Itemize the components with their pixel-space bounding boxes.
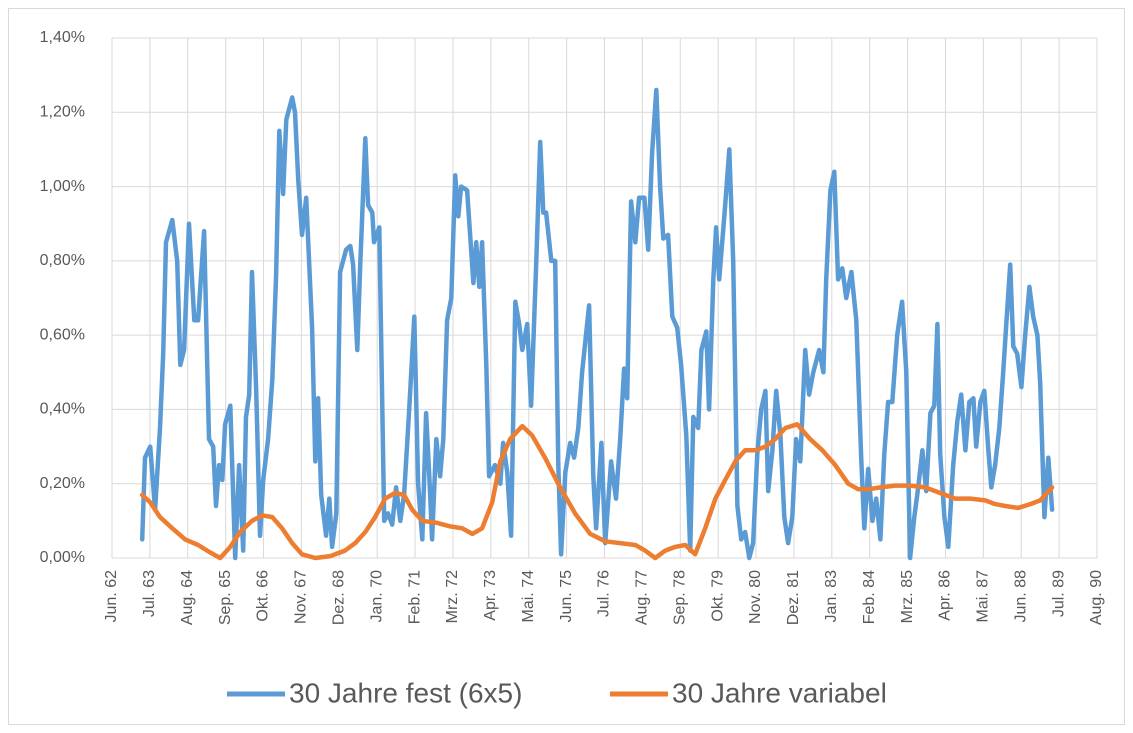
x-tick-label: Dez. 68 [331,570,348,625]
x-tick-label: Aug. 64 [179,570,196,625]
x-tick-label: Feb. 84 [861,570,878,624]
y-tick-label: 0,00% [40,549,85,566]
x-tick-label: Jul. 89 [1050,570,1067,617]
x-tick-label: Aug. 90 [1088,570,1105,625]
x-tick-label: Okt. 79 [709,570,726,622]
x-tick-label: Mai. 74 [520,570,537,623]
x-tick-label: Jan. 70 [368,570,385,623]
y-tick-label: 1,40% [40,29,85,46]
x-tick-label: Mrz. 72 [444,570,461,623]
x-tick-label: Jul. 63 [141,570,158,617]
y-tick-label: 0,40% [40,401,85,418]
y-tick-label: 0,80% [40,252,85,269]
x-tick-label: Sep. 78 [672,570,689,625]
y-tick-label: 0,60% [40,326,85,343]
x-tick-label: Jun. 88 [1012,570,1029,623]
data-line [139,422,1055,561]
x-tick-label: Mrz. 85 [899,570,916,623]
x-tick-label: Dez. 81 [785,570,802,625]
legend-label: 30 Jahre fest (6x5) [289,677,522,708]
x-tick-label: Mai. 87 [975,570,992,623]
x-tick-label: Apr. 73 [482,570,499,621]
x-tick-label: Okt. 66 [255,570,272,622]
x-tick-label: Jun. 75 [558,570,575,623]
data-line [139,87,1055,561]
legend: 30 Jahre fest (6x5) 30 Jahre variabel [227,677,887,708]
y-tick-label: 1,00% [40,178,85,195]
legend-label: 30 Jahre variabel [672,677,887,708]
x-tick-label: Apr. 86 [937,570,954,621]
x-tick-label: Nov. 67 [293,570,310,624]
x-tick-label: Feb. 71 [406,570,423,624]
y-tick-label: 0,20% [40,475,85,492]
x-tick-label: Sep. 65 [217,570,234,625]
x-tick-label: Jul. 76 [596,570,613,617]
x-tick-label: Nov. 80 [747,570,764,624]
x-tick-label: Jun. 62 [103,570,120,623]
x-tick-label: Aug. 77 [634,570,651,625]
x-tick-label: Jan. 83 [823,570,840,623]
y-tick-label: 1,20% [40,104,85,121]
